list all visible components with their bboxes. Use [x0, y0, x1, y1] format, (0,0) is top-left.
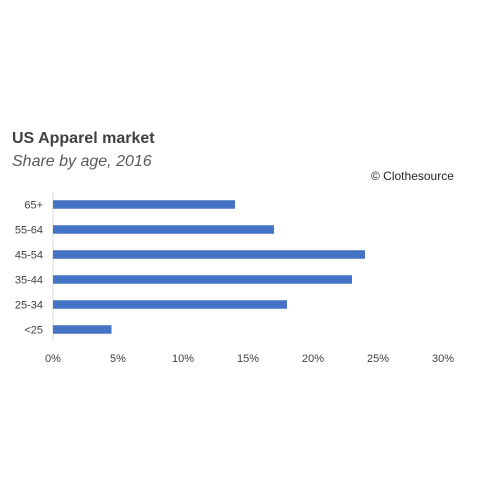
bar-3: [53, 275, 352, 284]
category-label-5: <25: [24, 325, 43, 337]
x-tick-label-5: 25%: [367, 353, 389, 365]
x-tick-label-2: 10%: [172, 353, 194, 365]
chart-title: US Apparel market: [12, 130, 155, 147]
category-label-3: 35-44: [15, 275, 43, 287]
x-tick-label-4: 20%: [302, 353, 324, 365]
chart-subtitle: Share by age, 2016: [12, 153, 152, 170]
x-tick-label-1: 5%: [110, 353, 126, 365]
bar-5: [53, 325, 112, 334]
copyright-note: © Clothesource: [371, 169, 454, 183]
category-label-1: 55-64: [15, 225, 43, 237]
bar-4: [53, 300, 287, 309]
x-tick-label-0: 0%: [45, 353, 61, 365]
category-label-0: 65+: [24, 200, 43, 212]
bar-0: [53, 200, 235, 209]
category-label-2: 45-54: [15, 250, 43, 262]
x-tick-label-6: 30%: [432, 353, 454, 365]
bar-2: [53, 250, 365, 259]
bar-1: [53, 225, 274, 234]
category-label-4: 25-34: [15, 300, 43, 312]
x-tick-label-3: 15%: [237, 353, 259, 365]
